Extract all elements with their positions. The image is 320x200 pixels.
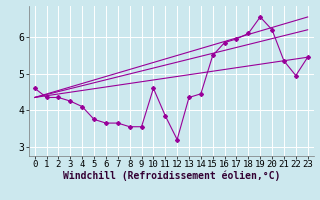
X-axis label: Windchill (Refroidissement éolien,°C): Windchill (Refroidissement éolien,°C) [62,171,280,181]
